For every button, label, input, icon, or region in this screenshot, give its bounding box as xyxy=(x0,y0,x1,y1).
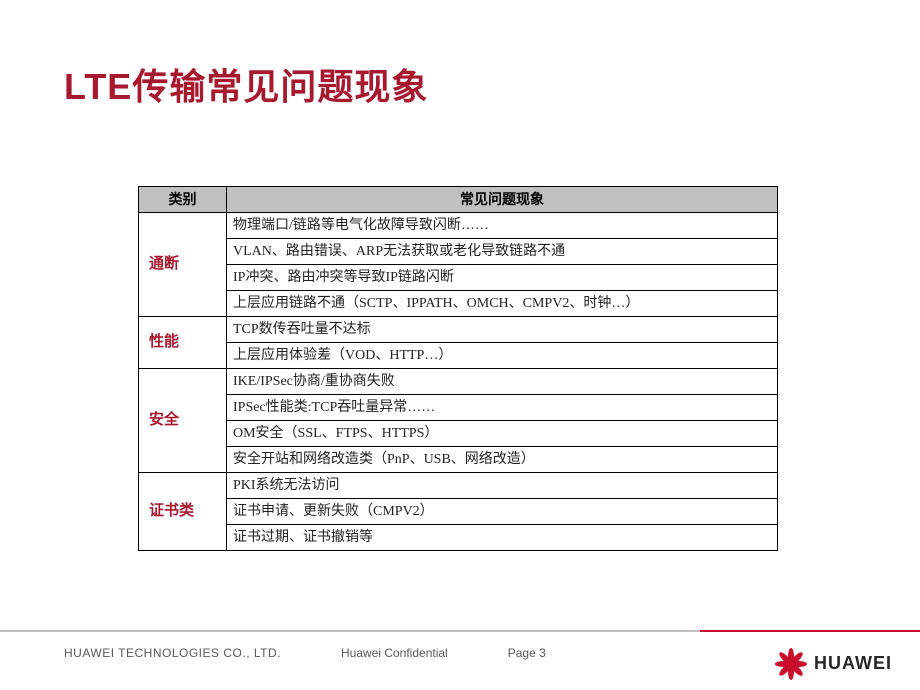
issue-cell: OM安全（SSL、FTPS、HTTPS） xyxy=(227,421,778,447)
table-row: 通断物理端口/链路等电气化故障导致闪断…… xyxy=(139,213,778,239)
footer-divider xyxy=(0,630,920,632)
issue-cell: IPSec性能类:TCP吞吐量异常…… xyxy=(227,395,778,421)
footer-company: HUAWEI TECHNOLOGIES CO., LTD. xyxy=(64,646,281,660)
footer-confidential: Huawei Confidential xyxy=(341,646,448,660)
issue-cell: VLAN、路由错误、ARP无法获取或老化导致链路不通 xyxy=(227,239,778,265)
table-row: 上层应用链路不通（SCTP、IPPATH、OMCH、CMPV2、时钟…） xyxy=(139,291,778,317)
issues-table-container: 类别 常见问题现象 通断物理端口/链路等电气化故障导致闪断……VLAN、路由错误… xyxy=(138,186,778,551)
table-row: VLAN、路由错误、ARP无法获取或老化导致链路不通 xyxy=(139,239,778,265)
table-row: 证书类PKI系统无法访问 xyxy=(139,473,778,499)
col-header-category: 类别 xyxy=(139,187,227,213)
huawei-logo-text: HUAWEI xyxy=(814,653,892,674)
table-row: OM安全（SSL、FTPS、HTTPS） xyxy=(139,421,778,447)
table-row: 安全IKE/IPSec协商/重协商失败 xyxy=(139,369,778,395)
issues-table: 类别 常见问题现象 通断物理端口/链路等电气化故障导致闪断……VLAN、路由错误… xyxy=(138,186,778,551)
table-row: 上层应用体验差（VOD、HTTP…） xyxy=(139,343,778,369)
footer: HUAWEI TECHNOLOGIES CO., LTD. Huawei Con… xyxy=(0,630,920,690)
huawei-logo: HUAWEI xyxy=(774,646,892,680)
table-body: 通断物理端口/链路等电气化故障导致闪断……VLAN、路由错误、ARP无法获取或老… xyxy=(139,213,778,551)
table-row: 证书过期、证书撤销等 xyxy=(139,525,778,551)
issue-cell: IP冲突、路由冲突等导致IP链路闪断 xyxy=(227,265,778,291)
category-cell: 性能 xyxy=(139,317,227,369)
issue-cell: PKI系统无法访问 xyxy=(227,473,778,499)
issue-cell: 证书申请、更新失败（CMPV2） xyxy=(227,499,778,525)
table-row: 性能TCP数传吞吐量不达标 xyxy=(139,317,778,343)
slide: LTE传输常见问题现象 类别 常见问题现象 通断物理端口/链路等电气化故障导致闪… xyxy=(0,0,920,690)
slide-title: LTE传输常见问题现象 xyxy=(64,58,428,110)
table-row: 安全开站和网络改造类（PnP、USB、网络改造） xyxy=(139,447,778,473)
divider-red xyxy=(700,630,920,632)
issue-cell: TCP数传吞吐量不达标 xyxy=(227,317,778,343)
col-header-issue: 常见问题现象 xyxy=(227,187,778,213)
issue-cell: 物理端口/链路等电气化故障导致闪断…… xyxy=(227,213,778,239)
table-row: 证书申请、更新失败（CMPV2） xyxy=(139,499,778,525)
table-row: IPSec性能类:TCP吞吐量异常…… xyxy=(139,395,778,421)
issue-cell: 安全开站和网络改造类（PnP、USB、网络改造） xyxy=(227,447,778,473)
divider-gray xyxy=(0,630,700,632)
footer-page: Page 3 xyxy=(508,646,546,660)
category-cell: 证书类 xyxy=(139,473,227,551)
issue-cell: 上层应用链路不通（SCTP、IPPATH、OMCH、CMPV2、时钟…） xyxy=(227,291,778,317)
table-row: IP冲突、路由冲突等导致IP链路闪断 xyxy=(139,265,778,291)
category-cell: 安全 xyxy=(139,369,227,473)
issue-cell: 证书过期、证书撤销等 xyxy=(227,525,778,551)
issue-cell: 上层应用体验差（VOD、HTTP…） xyxy=(227,343,778,369)
huawei-flower-icon xyxy=(774,646,808,680)
footer-text: HUAWEI TECHNOLOGIES CO., LTD. Huawei Con… xyxy=(64,646,546,660)
category-cell: 通断 xyxy=(139,213,227,317)
issue-cell: IKE/IPSec协商/重协商失败 xyxy=(227,369,778,395)
